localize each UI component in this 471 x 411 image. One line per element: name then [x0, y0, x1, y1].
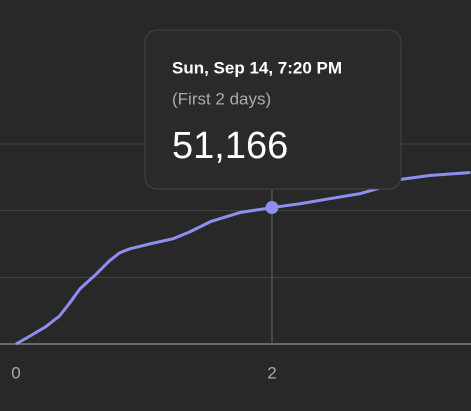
tooltip-value: 51,166 — [172, 125, 288, 167]
x-tick-label: 2 — [267, 363, 276, 382]
hover-point — [265, 201, 279, 215]
tooltip-period: (First 2 days) — [172, 89, 271, 108]
tooltip-date: Sun, Sep 14, 7:20 PM — [172, 58, 342, 77]
x-tick-label: 0 — [11, 363, 20, 382]
line — [15, 171, 471, 346]
tooltip: Sun, Sep 14, 7:20 PM (First 2 days) 51,166 — [144, 29, 402, 190]
tooltip-box — [144, 29, 402, 190]
